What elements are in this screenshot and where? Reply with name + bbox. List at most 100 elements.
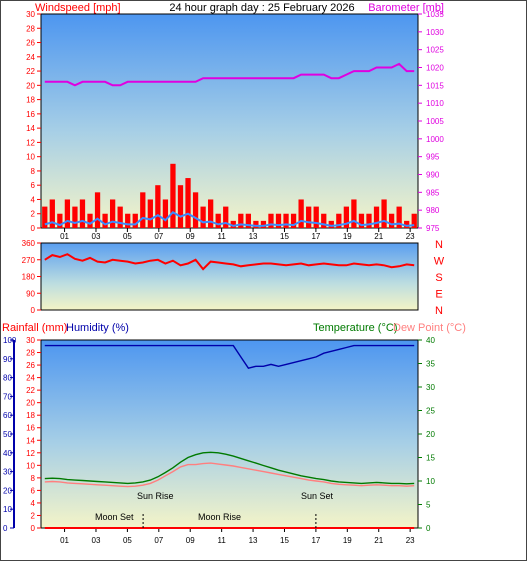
y2-tick-label: 990 xyxy=(426,171,440,180)
y2-tick-label: 1000 xyxy=(426,135,444,144)
x-tick-label: 05 xyxy=(123,536,132,545)
dir-tick-label: 180 xyxy=(22,273,36,282)
dir-tick-label: 360 xyxy=(22,239,36,248)
temp-tick-label: 0 xyxy=(426,524,431,533)
y-tick-label: 20 xyxy=(26,81,35,90)
gust-bar xyxy=(223,206,229,228)
x-tick-label: 07 xyxy=(154,232,163,241)
temp-tick-label: 40 xyxy=(426,336,435,345)
moon-set-label: Moon Set xyxy=(95,512,134,522)
x-tick-label: 09 xyxy=(186,536,195,545)
gust-bar xyxy=(125,213,131,228)
gust-bar xyxy=(94,192,101,228)
gust-bar xyxy=(351,199,357,228)
gust-bar xyxy=(260,220,267,228)
rain-tick-label: 12 xyxy=(26,449,35,458)
gust-bar xyxy=(321,213,327,228)
y2-tick-label: 1015 xyxy=(426,81,444,90)
gust-bar xyxy=(215,213,221,228)
rain-tick-label: 2 xyxy=(31,511,36,520)
y2-tick-label: 1005 xyxy=(426,117,444,126)
barometer-line xyxy=(44,62,415,87)
rain-tick-label: 28 xyxy=(26,349,35,358)
gust-bar xyxy=(162,199,169,228)
humidity-tick-label: 70 xyxy=(3,392,12,401)
x-tick-label: 21 xyxy=(374,536,383,545)
gust-bar xyxy=(72,206,78,228)
rain-tick-label: 20 xyxy=(26,399,35,408)
temp-tick-label: 30 xyxy=(426,383,435,392)
gust-bar xyxy=(49,199,55,228)
compass-label: S xyxy=(435,272,442,284)
gust-bar xyxy=(230,220,236,228)
y-tick-label: 12 xyxy=(26,138,35,147)
y-tick-label: 10 xyxy=(26,153,35,162)
gust-bar xyxy=(192,192,199,228)
gust-bar xyxy=(328,220,334,228)
gust-bar xyxy=(117,206,123,228)
rain-tick-label: 6 xyxy=(31,486,36,495)
direction-panel xyxy=(40,242,419,311)
x-tick-label: 03 xyxy=(92,232,101,241)
y-tick-label: 30 xyxy=(26,10,35,19)
gust-bar xyxy=(238,213,244,228)
temperature-label: Temperature (°C) xyxy=(313,322,397,334)
humidity-tick-label: 40 xyxy=(3,449,12,458)
rain-tick-label: 16 xyxy=(26,424,35,433)
gust-bar xyxy=(275,213,282,228)
x-tick-label: 21 xyxy=(374,232,383,241)
windspeed-label: Windspeed [mph] xyxy=(35,2,121,14)
y2-tick-label: 1025 xyxy=(426,46,444,55)
gust-bar xyxy=(170,163,176,228)
x-tick-label: 01 xyxy=(60,232,69,241)
rainfall-label: Rainfall (mm) xyxy=(2,322,67,334)
direction-line xyxy=(44,253,415,271)
gust-bar xyxy=(313,206,319,228)
y2-tick-label: 1030 xyxy=(426,28,444,37)
wind-panel xyxy=(40,13,419,229)
gust-bar xyxy=(177,185,184,228)
gust-bar xyxy=(64,199,71,228)
y2-tick-label: 975 xyxy=(426,224,440,233)
gust-bar xyxy=(411,213,417,228)
dir-tick-label: 270 xyxy=(22,256,36,265)
y-tick-label: 6 xyxy=(31,181,36,190)
gust-bar xyxy=(373,206,380,228)
y-tick-label: 4 xyxy=(31,195,36,204)
rain-tick-label: 14 xyxy=(26,436,35,445)
temp-tick-label: 20 xyxy=(426,430,435,439)
x-tick-label: 17 xyxy=(311,232,320,241)
gust-bar xyxy=(343,206,350,228)
gust-bar xyxy=(336,213,342,228)
x-tick-label: 15 xyxy=(280,232,289,241)
temp-tick-label: 10 xyxy=(426,477,435,486)
humidity-tick-label: 10 xyxy=(3,505,12,514)
compass-label: W xyxy=(434,256,445,268)
x-tick-label: 07 xyxy=(154,536,163,545)
gust-bar xyxy=(200,206,206,228)
gust-bar xyxy=(283,213,289,228)
y-tick-label: 22 xyxy=(26,67,35,76)
x-tick-label: 05 xyxy=(123,232,132,241)
gust-bar xyxy=(109,199,116,228)
gust-bar xyxy=(253,220,259,228)
dewpoint-label: Dew Point (°C) xyxy=(393,322,466,334)
humidity-tick-label: 60 xyxy=(3,411,12,420)
humidity-tick-label: 30 xyxy=(3,468,12,477)
compass-label: E xyxy=(435,289,442,301)
temperature-line xyxy=(44,451,415,485)
humidity-temp-panel xyxy=(40,339,419,529)
gust-bar xyxy=(381,199,387,228)
rain-tick-label: 18 xyxy=(26,411,35,420)
rain-tick-label: 4 xyxy=(31,499,36,508)
y2-tick-label: 1020 xyxy=(426,64,444,73)
gust-bar xyxy=(155,185,161,228)
rain-tick-label: 26 xyxy=(26,361,35,370)
y-tick-label: 18 xyxy=(26,96,35,105)
gust-bar xyxy=(87,213,93,228)
y2-tick-label: 985 xyxy=(426,188,440,197)
rain-tick-label: 8 xyxy=(31,474,36,483)
x-tick-label: 09 xyxy=(186,232,195,241)
